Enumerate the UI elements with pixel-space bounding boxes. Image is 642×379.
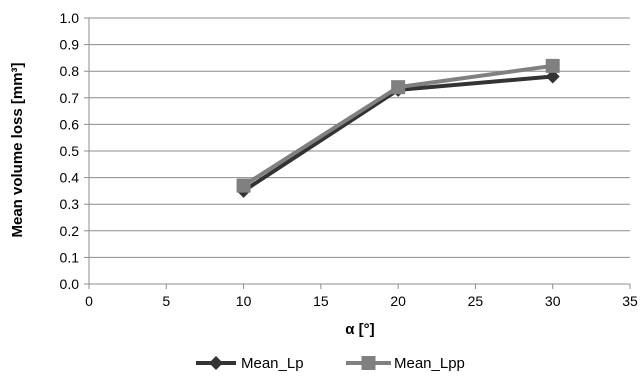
y-axis-title: Mean volume loss [mm³] <box>9 62 26 237</box>
data-point <box>545 58 560 73</box>
x-tick-label: 5 <box>162 293 170 309</box>
legend-item: Mean_Lp <box>196 355 304 372</box>
y-tick-label: 0.2 <box>60 223 80 239</box>
x-axis-title: α [°] <box>345 321 374 338</box>
y-tick-label: 1.0 <box>60 10 80 26</box>
y-tick-label: 0.9 <box>60 37 80 53</box>
x-tick-label: 35 <box>622 293 638 309</box>
x-tick-label: 10 <box>236 293 252 309</box>
y-tick-label: 0.0 <box>60 276 80 292</box>
series <box>236 58 560 198</box>
legend-item: Mean_Lpp <box>346 355 465 372</box>
legend: Mean_Lp Mean_Lpp <box>196 355 465 372</box>
legend-marker <box>209 356 223 370</box>
data-point <box>545 69 560 84</box>
y-tick-label: 0.8 <box>60 63 80 79</box>
grid <box>89 17 630 285</box>
y-tick-label: 0.7 <box>60 90 80 106</box>
y-tick-label: 0.3 <box>60 196 80 212</box>
legend-label: Mean_Lpp <box>394 355 465 372</box>
y-tick-label: 0.5 <box>60 143 80 159</box>
data-point <box>391 80 406 95</box>
y-tick-label: 0.6 <box>60 116 80 132</box>
x-tick-label: 25 <box>468 293 484 309</box>
series-Mean_Lpp <box>236 58 560 193</box>
axes <box>84 17 631 289</box>
legend-marker <box>361 356 376 370</box>
data-point <box>236 178 251 193</box>
y-tick-label: 0.4 <box>60 170 80 186</box>
x-tick-label: 30 <box>545 293 561 309</box>
y-axis-ticks: 0.0 0.1 0.2 0.3 0.4 0.5 0.6 0.7 0.8 0.9 1.0 <box>60 10 80 292</box>
x-tick-label: 0 <box>85 293 93 309</box>
x-tick-label: 20 <box>390 293 406 309</box>
x-axis-ticks: 0 5 10 15 20 25 30 35 <box>85 293 638 309</box>
y-tick-label: 0.1 <box>60 249 80 265</box>
x-tick-label: 15 <box>313 293 329 309</box>
legend-label: Mean_Lp <box>241 355 304 372</box>
